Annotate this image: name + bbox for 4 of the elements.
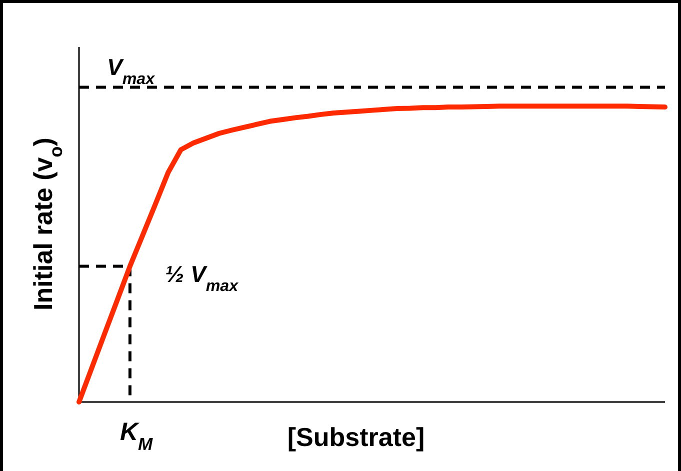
ref-line-label: ½ V$_{max}$ — [164, 261, 240, 296]
ref-line-label: V$_{max}$ — [107, 54, 156, 88]
text: K$_{M}$ — [120, 418, 154, 454]
x-axis-title: [Substrate] — [287, 422, 425, 452]
